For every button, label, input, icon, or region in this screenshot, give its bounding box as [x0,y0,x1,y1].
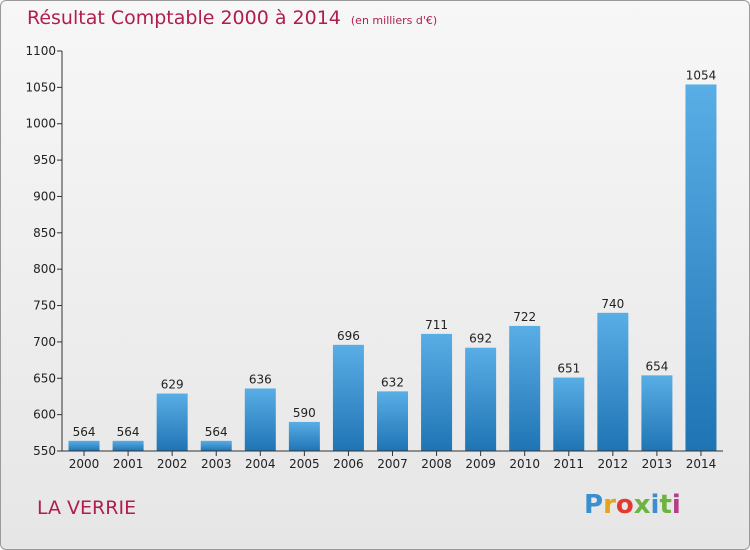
data-label: 629 [161,378,184,392]
bar [68,440,100,451]
bar [112,440,144,451]
x-tick-label: 2010 [509,457,540,471]
y-tick-label: 1000 [25,117,56,131]
x-tick-label: 2011 [553,457,584,471]
data-label: 636 [249,372,272,386]
y-tick-label: 750 [33,299,56,313]
x-tick-label: 2004 [245,457,276,471]
data-label: 564 [205,425,228,439]
data-label: 590 [293,406,316,420]
x-tick-label: 2005 [289,457,320,471]
bar [332,344,364,451]
data-label: 692 [469,332,492,346]
bars-group: 564 564 629 564 636 590 696 632 711 692 722 651 740 6… [68,68,717,452]
y-axis: 550 600 650 700 750 800 850 900 950 1000 1050 1100 [25,44,63,458]
y-tick-label: 800 [33,262,56,276]
x-tick-label: 2012 [598,457,629,471]
bar [597,312,629,451]
y-tick-label: 550 [33,444,56,458]
chart-title-main: Résultat Comptable 2000 à 2014 [27,7,341,29]
chart-title: Résultat Comptable 2000 à 2014 (en millie… [27,7,437,29]
logo-letter: t [659,490,672,520]
x-tick-label: 2006 [333,457,364,471]
x-tick-label: 2001 [113,457,144,471]
data-label: 740 [601,297,624,311]
y-tick-label: 1100 [25,44,56,58]
x-tick-label: 2013 [642,457,673,471]
x-axis: 2000 2001 2002 2003 2004 2005 2006 2007 2008 2009… [62,450,723,471]
bar [641,375,673,451]
data-label: 632 [381,375,404,389]
x-tick-label: 2009 [465,457,496,471]
logo-letter: o [615,490,634,520]
bar [156,393,188,451]
bar [685,84,717,452]
logo-letter: x [633,490,651,520]
y-tick-label: 600 [33,408,56,422]
x-tick-label: 2014 [686,457,717,471]
logo-letter: P [584,490,604,520]
logo-letter: r [603,490,616,520]
y-tick-label: 650 [33,371,56,385]
x-tick-label: 2008 [421,457,452,471]
bar [421,333,453,451]
x-tick-label: 2000 [69,457,100,471]
data-label: 722 [513,310,536,324]
data-label: 651 [557,362,580,376]
chart-title-unit: (en milliers d'€) [350,14,438,27]
y-tick-label: 900 [33,189,56,203]
data-label: 564 [73,425,96,439]
x-tick-label: 2003 [201,457,232,471]
y-tick-label: 700 [33,335,56,349]
bar [553,377,585,451]
proxiti-logo: Proxiti [584,490,681,520]
data-label: 711 [425,318,448,332]
data-label: 654 [645,359,668,373]
bar [509,325,541,451]
y-tick-label: 950 [33,153,56,167]
x-tick-label: 2007 [377,457,408,471]
bar [465,347,497,451]
logo-letter: i [650,490,660,520]
y-tick-label: 1050 [25,80,56,94]
bar [244,388,276,451]
bar [288,421,320,451]
y-tick-label: 850 [33,226,56,240]
commune-name: LA VERRIE [37,497,137,519]
data-label: 696 [337,329,360,343]
data-label: 564 [117,425,140,439]
bar [377,391,408,451]
data-label: 1054 [686,68,717,82]
bar [200,440,232,451]
logo-letter: i [671,490,681,520]
x-tick-label: 2002 [157,457,188,471]
